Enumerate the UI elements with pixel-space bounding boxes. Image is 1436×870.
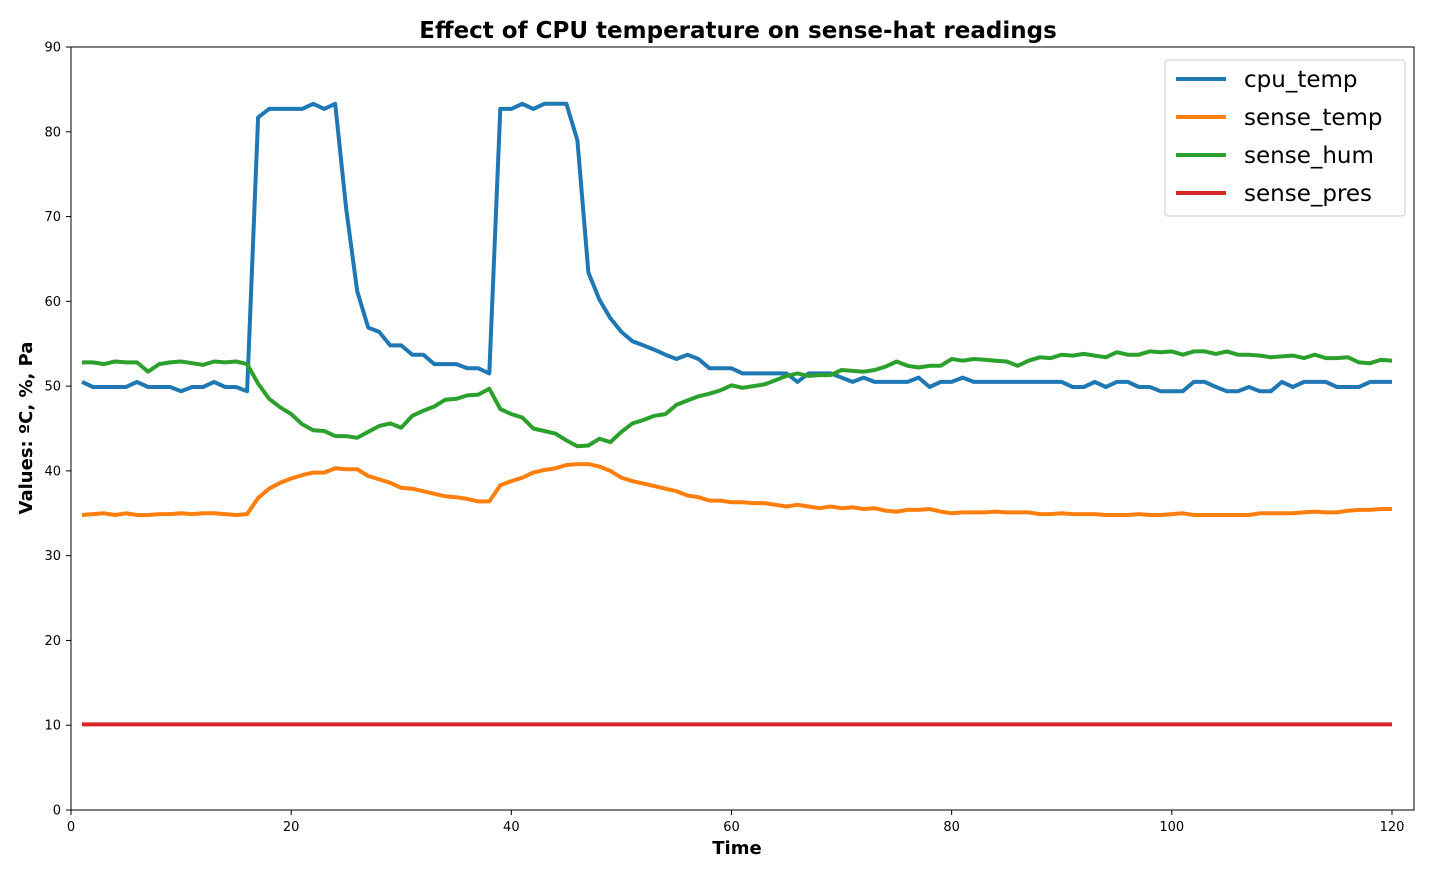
y-tick-label: 50 xyxy=(44,380,61,395)
y-axis-label: Values: ºC, %, Pa xyxy=(16,342,37,515)
x-tick-label: 0 xyxy=(67,820,75,835)
y-tick-label: 30 xyxy=(44,549,61,564)
legend-label: sense_hum xyxy=(1244,143,1374,169)
y-tick-label: 80 xyxy=(44,125,61,140)
y-tick-label: 0 xyxy=(53,804,61,819)
x-tick-label: 100 xyxy=(1159,820,1184,835)
legend: cpu_temp sense_temp sense_hum sense_pres xyxy=(1164,59,1406,217)
series-line-sense-hum xyxy=(82,349,1393,449)
series-line-cpu-temp xyxy=(81,101,1392,394)
x-tick-label: 40 xyxy=(503,820,520,835)
x-axis-label: Time xyxy=(712,838,761,859)
x-tick-label: 20 xyxy=(283,820,300,835)
x-tick-label: 60 xyxy=(723,820,740,835)
x-tick-label: 120 xyxy=(1380,820,1405,835)
x-tick-label: 80 xyxy=(943,820,960,835)
y-tick-label: 40 xyxy=(44,464,61,479)
y-tick-label: 20 xyxy=(44,634,61,649)
series-group xyxy=(81,101,1393,727)
legend-label: sense_pres xyxy=(1244,181,1372,207)
chart-title: Effect of CPU temperature on sense-hat r… xyxy=(419,18,1057,44)
legend-label: cpu_temp xyxy=(1244,67,1358,93)
legend-label: sense_temp xyxy=(1244,105,1383,131)
y-tick-label: 70 xyxy=(44,210,61,225)
y-axis: 0 10 20 30 40 50 60 70 80 90 xyxy=(44,41,71,819)
x-axis: 0 20 40 60 80 100 120 xyxy=(67,810,1405,835)
y-tick-label: 90 xyxy=(44,41,61,56)
y-tick-label: 10 xyxy=(44,719,61,734)
legend-box xyxy=(1164,59,1406,217)
y-tick-label: 60 xyxy=(44,295,61,310)
series-line-sense-temp xyxy=(81,462,1392,517)
